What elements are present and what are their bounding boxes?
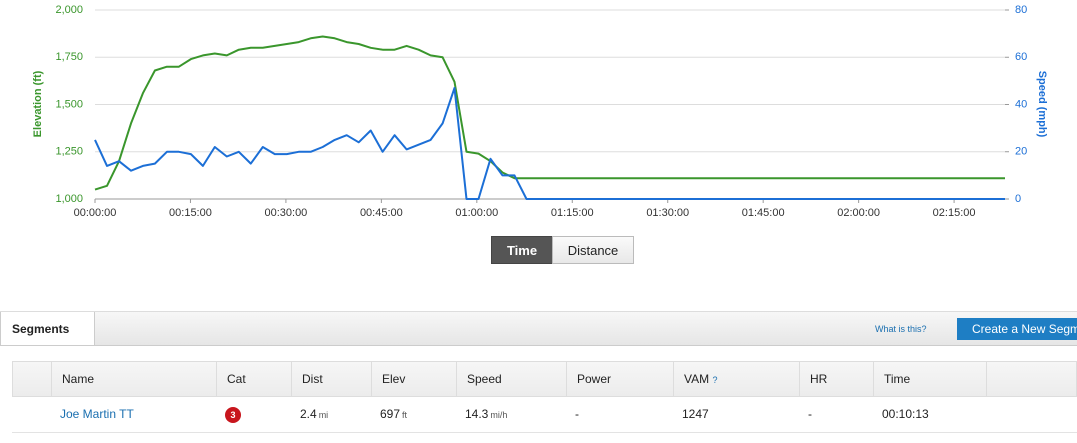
segments-bar: Segments What is this? Create a New Segm	[0, 311, 1077, 346]
y-tick-label: 1,250	[55, 146, 83, 158]
series-line	[94, 87, 1005, 200]
col-header: Dist	[291, 362, 372, 396]
col-header: Speed	[456, 362, 567, 396]
y-tick-label: 1,500	[55, 98, 83, 110]
y2-tick-label: 20	[1015, 146, 1027, 158]
x-tick-label: 01:00:00	[455, 207, 498, 219]
x-tick-label: 00:00:00	[74, 207, 117, 219]
col-header-vam: VAM ?	[673, 362, 800, 396]
create-segment-button[interactable]: Create a New Segm	[957, 318, 1077, 340]
y2-axis-title: Speed (mph)	[1036, 71, 1048, 138]
help-link[interactable]: What is this?	[875, 324, 927, 334]
segments-tab[interactable]: Segments	[0, 312, 95, 345]
elev-value: 697	[380, 407, 401, 421]
y-tick-label: 1,000	[55, 193, 83, 205]
x-tick-label: 00:30:00	[264, 207, 307, 219]
col-header-blank	[986, 362, 1077, 396]
series-line	[94, 35, 1005, 191]
col-header: HR	[799, 362, 874, 396]
col-header: Cat	[216, 362, 292, 396]
chart: Speed (mph) 1,000 1,250 1,500 1,750 2,000 0 20…	[32, 4, 1048, 219]
speed-unit: mi/h	[490, 410, 508, 420]
power-cell: -	[575, 407, 579, 421]
x-tick-label: 00:15:00	[169, 207, 212, 219]
dist-cell: 2.4 mi	[290, 397, 328, 431]
col-header: Power	[566, 362, 674, 396]
x-tick-label: 02:15:00	[933, 207, 976, 219]
elev-unit: ft	[402, 410, 408, 420]
col-header: Name	[51, 362, 217, 396]
toggle-time[interactable]: Time	[491, 236, 553, 264]
x-tick-label: 02:00:00	[837, 207, 880, 219]
y2-tick-label: 40	[1015, 98, 1027, 110]
dist-value: 2.4	[300, 407, 317, 421]
y2-tick-label: 80	[1015, 4, 1027, 16]
y2-tick-label: 60	[1015, 51, 1027, 63]
vam-help[interactable]: ?	[712, 375, 718, 385]
table-header: Name Cat Dist Elev Speed Power VAM ? HR …	[12, 361, 1077, 397]
speed-value: 14.3	[465, 407, 489, 421]
x-tick-label: 01:45:00	[742, 207, 785, 219]
segment-name[interactable]: Joe Martin TT	[60, 407, 134, 421]
x-tick-label: 00:45:00	[360, 207, 403, 219]
col-header: Time	[873, 362, 987, 396]
col-header: VAM	[684, 372, 710, 386]
col-header: Elev	[371, 362, 457, 396]
y-axis-title: Elevation (ft)	[32, 70, 44, 137]
vam-cell: 1247	[682, 407, 709, 421]
y2-tick-label: 0	[1015, 193, 1021, 205]
speed-cell: 14.3 mi/h	[455, 397, 507, 431]
y-tick-label: 2,000	[55, 4, 83, 16]
x-tick-label: 01:15:00	[551, 207, 594, 219]
elev-cell: 697 ft	[370, 397, 407, 431]
time-cell: 00:10:13	[882, 407, 929, 421]
table-row: Joe Martin TT 3 2.4 mi 697 ft 14.3 mi/h - 1…	[12, 397, 1077, 433]
hr-cell: -	[808, 407, 812, 421]
toggle-distance[interactable]: Distance	[552, 236, 634, 264]
category-badge: 3	[225, 406, 241, 423]
y-tick-label: 1,750	[55, 51, 83, 63]
x-tick-label: 01:30:00	[646, 207, 689, 219]
dist-unit: mi	[318, 410, 329, 420]
